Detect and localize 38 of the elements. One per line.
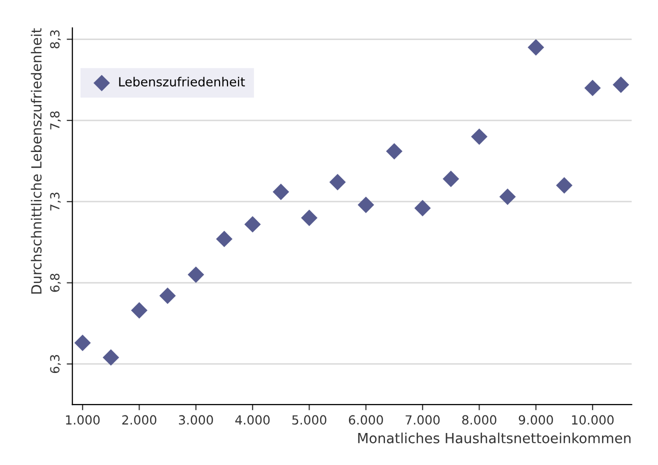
point: [386, 143, 402, 160]
point: [131, 302, 148, 319]
point: [272, 184, 290, 200]
point: [471, 128, 488, 145]
point: [329, 174, 346, 190]
point: [188, 266, 204, 283]
x-tick-label: 6.000: [348, 415, 383, 425]
x-tick-label: 2.000: [122, 415, 156, 425]
point: [499, 188, 516, 205]
y-tick-label: 7,3: [50, 192, 61, 211]
x-tick-label: 7.000: [406, 415, 440, 425]
x-axis-title: Monatliches Haushaltsnettoeinkommen: [358, 432, 631, 444]
point: [556, 177, 572, 194]
x-tick-label: 3.000: [178, 415, 213, 425]
y-tick-label: 7,8: [50, 111, 61, 130]
legend-label: Lebenszufriedenheit: [119, 76, 245, 86]
x-tick-label: 9.000: [518, 415, 553, 425]
x-tick-label: 5.000: [292, 415, 326, 425]
x-tick-label: 4.000: [235, 415, 270, 425]
y-tick-label: 6,8: [50, 274, 61, 292]
x-tick-label: 8.000: [462, 415, 496, 425]
y-axis-title: Durchschnittliche Lebenszufriedenheit: [30, 28, 42, 294]
point: [612, 76, 630, 93]
point: [216, 230, 232, 248]
point: [244, 216, 261, 233]
point: [159, 288, 176, 304]
x-tick-label: 1.000: [66, 415, 100, 425]
y-tick-label: 6,3: [50, 355, 61, 374]
point: [528, 39, 544, 56]
point: [102, 349, 120, 366]
point: [358, 196, 374, 214]
point: [301, 210, 318, 226]
point: [74, 334, 91, 352]
y-tick-label: 8,3: [50, 30, 61, 48]
x-tick-label: 10.000: [572, 415, 614, 425]
point: [442, 170, 460, 188]
point: [414, 200, 431, 216]
point: [584, 80, 601, 96]
